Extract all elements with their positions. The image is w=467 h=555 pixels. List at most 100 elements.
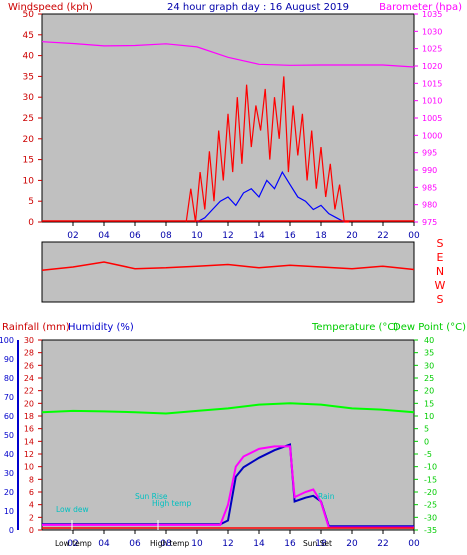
barometer-y-tick-label: 975	[422, 218, 437, 227]
series-line-wind-gust	[185, 76, 349, 223]
climate-x-tick-label: 16	[284, 539, 296, 549]
wind-x-tick-label: 16	[284, 231, 296, 241]
rainfall-axis-title: Rainfall (mm)	[2, 322, 70, 333]
low-dew-annotation: Low dew	[56, 505, 89, 514]
rain-y-tick-label: 2	[29, 513, 34, 522]
wind-y-tick-label: 25	[23, 114, 34, 124]
rain-y-tick-label: 6	[29, 488, 34, 497]
series-line-temperature-c	[41, 402, 415, 415]
barometer-y-tick-label: 995	[422, 149, 437, 158]
rain-y-tick-label: 12	[24, 450, 34, 459]
humidity-y-tick-label: 100	[0, 336, 14, 345]
wind-x-tick-label: 02	[67, 231, 78, 241]
humidity-y-tick-label: 10	[4, 507, 14, 516]
barometer-y-tick-label: 1030	[422, 27, 442, 36]
temp-y-tick-label: 5	[424, 425, 429, 434]
wind-y-tick-label: 20	[23, 135, 35, 145]
wind-y-tick-label: 50	[23, 10, 35, 20]
climate-x-axis: 02 04 06 08 10 12 14 16 18 20 22 00	[67, 530, 420, 549]
dewpoint-axis-title: Dew Point (°C)	[393, 322, 466, 333]
rain-y-tick-label: 24	[24, 374, 34, 383]
temp-y-tick-label: 15	[424, 399, 434, 408]
wind-x-tick-label: 00	[408, 231, 420, 241]
climate-series	[41, 402, 415, 529]
temp-y-tick-label: 20	[424, 387, 434, 396]
rain-annotation: Rain	[318, 492, 335, 501]
wind-y-tick-label: 5	[28, 197, 34, 207]
climate-x-tick-label: 20	[346, 539, 358, 549]
barometer-y-tick-label: 985	[422, 183, 437, 192]
temp-y-tick-label: 25	[424, 374, 434, 383]
temp-y-tick-label: -15	[424, 475, 437, 484]
climate-plot-area	[41, 339, 415, 531]
humidity-y-tick-label: 70	[4, 393, 14, 402]
barometer-y-tick-label: 1025	[422, 45, 442, 54]
climate-x-tick-label: 08	[160, 539, 172, 549]
barometer-y-tick-label: 1035	[422, 10, 442, 19]
wind-x-tick-label: 10	[191, 231, 203, 241]
wind-y-tick-label: 10	[23, 176, 35, 186]
sun-rise-annotation: Sun Rise	[135, 492, 168, 501]
temp-y-tick-label: -10	[424, 463, 437, 472]
temp-y-tick-label: 0	[424, 437, 429, 446]
humidity-rain-y-axis: 0102030405060708090100024681012141618202…	[0, 336, 42, 535]
rain-y-tick-label: 8	[29, 475, 34, 484]
humidity-y-tick-label: 90	[4, 355, 14, 364]
climate-x-tick-label: 00	[408, 539, 420, 549]
barometer-y-tick-label: 1010	[422, 97, 442, 106]
climate-x-tick-label: 22	[377, 539, 388, 549]
rain-y-tick-label: 10	[24, 463, 34, 472]
climate-x-tick-label: 12	[222, 539, 233, 549]
barometer-y-tick-label: 990	[422, 166, 437, 175]
temperature-y-axis: -35 -30 -25 -20 -15 -10 -5 0 5 10 15 20 25 30 35 40	[414, 336, 437, 535]
rain-y-tick-label: 26	[24, 361, 34, 370]
direction-label: N	[436, 265, 444, 278]
chart-title: 24 hour graph day : 16 August 2019	[167, 2, 349, 13]
low-temp-annotation: Low temp	[55, 539, 92, 548]
temp-y-tick-label: -20	[424, 488, 437, 497]
climate-x-tick-label: 18	[315, 539, 327, 549]
wind-y-tick-label: 15	[23, 156, 34, 166]
wind-x-tick-label: 12	[222, 231, 233, 241]
temp-y-tick-label: 30	[424, 361, 434, 370]
series-line-barometer-hpa	[41, 41, 415, 68]
high-temp-annotation: High temp	[152, 499, 191, 508]
wind-x-tick-label: 22	[377, 231, 388, 241]
temp-y-tick-label: 10	[424, 412, 434, 421]
direction-plot-area	[41, 241, 415, 303]
climate-x-tick-label: 14	[253, 539, 265, 549]
temp-y-tick-label: -5	[424, 450, 432, 459]
wind-x-tick-label: 20	[346, 231, 358, 241]
temperature-axis-title: Temperature (°C)	[311, 322, 398, 333]
rain-y-tick-label: 14	[24, 437, 34, 446]
barometer-y-tick-label: 1000	[422, 131, 442, 140]
rain-y-tick-label: 22	[24, 387, 34, 396]
humidity-y-tick-label: 50	[4, 431, 14, 440]
temp-y-tick-label: -30	[424, 513, 437, 522]
rain-y-tick-label: 18	[24, 412, 34, 421]
climate-x-tick-label: 10	[191, 539, 203, 549]
direction-series	[41, 261, 415, 272]
direction-label: W	[435, 279, 446, 292]
temp-y-tick-label: -25	[424, 501, 437, 510]
rain-y-tick-label: 20	[24, 399, 34, 408]
series-line-direction	[41, 261, 415, 272]
wind-y-tick-label: 30	[23, 93, 35, 103]
wind-x-tick-label: 14	[253, 231, 265, 241]
humidity-y-tick-label: 60	[4, 412, 14, 421]
temp-y-tick-label: 35	[424, 349, 434, 358]
barometer-y-axis: 975 980 985 990 995 1000 1005 1010 1015 1020 1025 1…	[414, 10, 442, 227]
wind-y-tick-label: 35	[23, 72, 34, 82]
humidity-y-tick-label: 80	[4, 374, 14, 383]
sunset-annotation: Sun Set	[303, 539, 332, 548]
climate-x-tick-label: 02	[67, 539, 78, 549]
humidity-axis-title: Humidity (%)	[68, 322, 134, 333]
direction-label: E	[437, 251, 444, 264]
wind-x-tick-label: 06	[129, 231, 141, 241]
rain-y-tick-label: 30	[24, 336, 34, 345]
climate-x-tick-label: 06	[129, 539, 141, 549]
humidity-y-tick-label: 20	[4, 488, 14, 497]
